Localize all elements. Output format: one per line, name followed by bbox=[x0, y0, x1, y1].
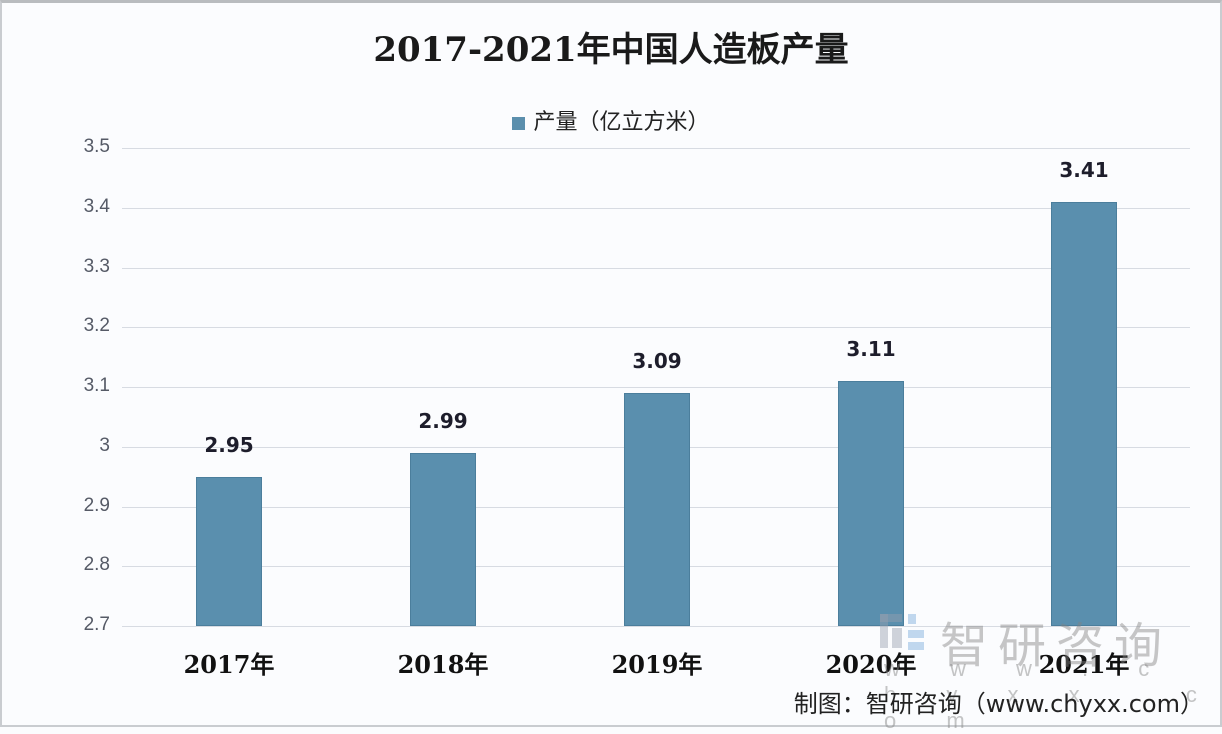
data-label: 3.11 bbox=[846, 337, 896, 362]
legend: 产量（亿立方米） bbox=[0, 104, 1222, 136]
y-tick-label: 3.3 bbox=[83, 255, 110, 277]
source-note: 制图：智研咨询（www.chyxx.com） bbox=[793, 690, 1204, 718]
y-tick-label: 3.5 bbox=[83, 136, 110, 157]
y-tick-label: 2.9 bbox=[83, 494, 110, 516]
legend-swatch bbox=[512, 116, 526, 130]
x-tick-label: 2018年 bbox=[397, 650, 489, 679]
gridline bbox=[122, 148, 1190, 149]
bar[interactable] bbox=[196, 476, 262, 626]
y-tick-label: 3.4 bbox=[83, 195, 110, 217]
bar[interactable] bbox=[1051, 201, 1117, 626]
watermark-logo-icon bbox=[880, 614, 924, 650]
y-tick-label: 2.8 bbox=[83, 554, 110, 576]
x-tick-label: 2021年 bbox=[1038, 650, 1130, 679]
bar[interactable] bbox=[838, 381, 904, 626]
bar[interactable] bbox=[624, 392, 690, 626]
gridline bbox=[122, 267, 1190, 269]
gridline bbox=[122, 327, 1190, 329]
data-label: 3.41 bbox=[1059, 157, 1109, 182]
x-tick-label: 2020年 bbox=[825, 650, 917, 679]
gridline bbox=[122, 387, 1190, 388]
x-tick-label: 2019年 bbox=[611, 650, 703, 679]
chart-title: 2017-2021年中国人造板产量 bbox=[373, 30, 849, 70]
data-label: 2.95 bbox=[204, 432, 254, 457]
y-tick-label: 3.1 bbox=[83, 375, 110, 396]
data-label: 2.99 bbox=[418, 408, 468, 433]
legend-label: 产量（亿立方米） bbox=[533, 110, 710, 135]
y-tick-label: 3 bbox=[99, 434, 110, 456]
y-tick-label: 3.2 bbox=[83, 315, 110, 337]
y-tick-label: 2.7 bbox=[83, 614, 110, 635]
x-tick-label: 2017年 bbox=[183, 650, 275, 679]
gridline bbox=[122, 626, 1190, 627]
data-label: 3.09 bbox=[632, 348, 682, 373]
watermark-url: w w w . c h y x x . c o m bbox=[884, 656, 1219, 733]
gridline bbox=[122, 207, 1190, 209]
watermark-text: 智研咨询 bbox=[940, 618, 1173, 674]
bar[interactable] bbox=[410, 452, 476, 626]
